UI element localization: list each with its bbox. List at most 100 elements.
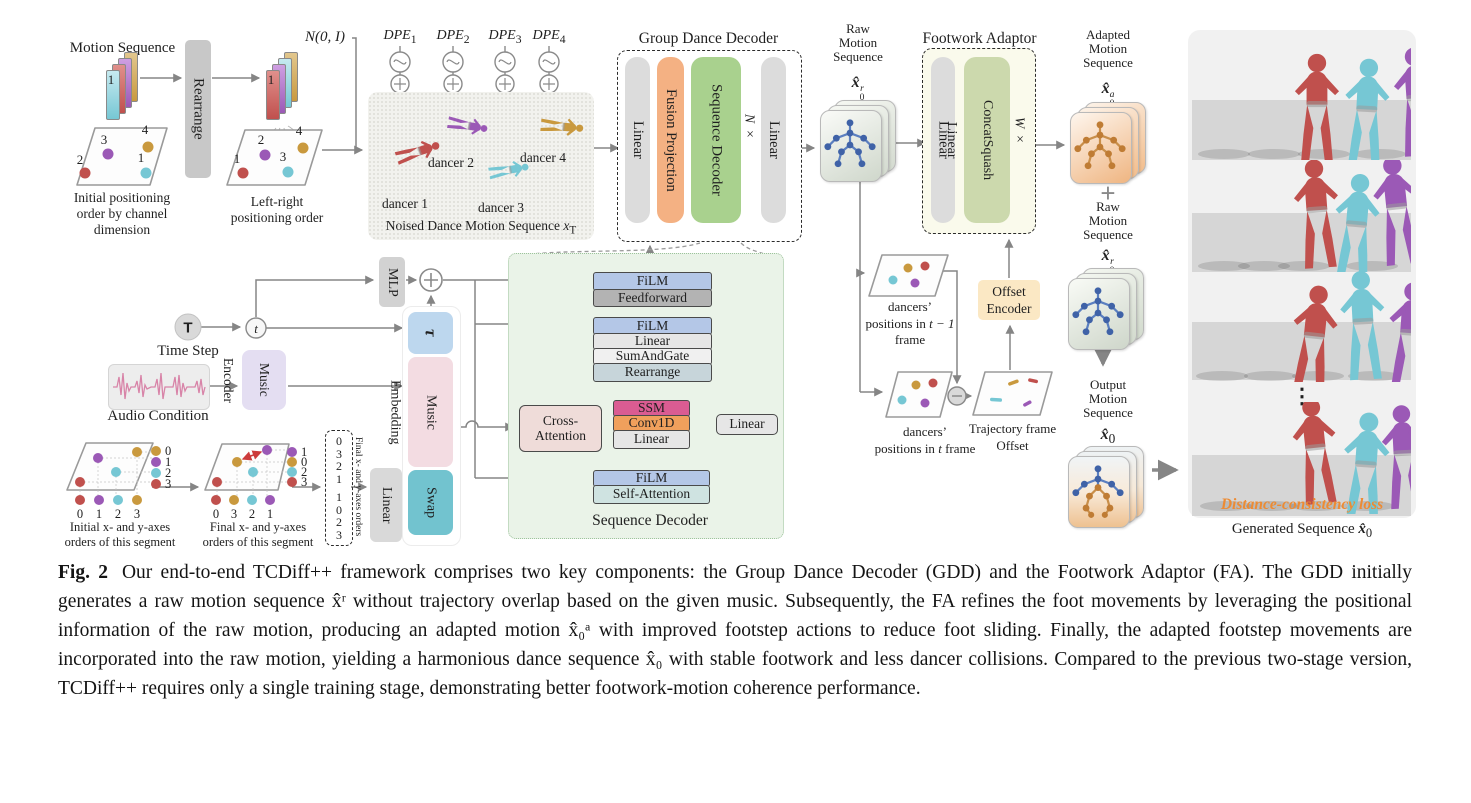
sumandgate-block: SumAndGate bbox=[593, 348, 712, 365]
final-axes-caption: Final x- and y-axes orders of this segmen… bbox=[202, 520, 314, 549]
svg-text:3: 3 bbox=[231, 507, 237, 520]
music-encoder-block: Music Encoder bbox=[221, 350, 286, 410]
floor-band bbox=[1192, 213, 1411, 272]
film-block-1: FiLM bbox=[593, 272, 712, 291]
dancer-row-2 bbox=[1198, 160, 1411, 272]
film-block-2: FiLM bbox=[593, 317, 712, 335]
gdd-linear-out: Linear bbox=[761, 57, 786, 223]
svg-text:4: 4 bbox=[142, 122, 149, 137]
dancer-row-1 bbox=[1198, 48, 1411, 160]
gdd-fusion-projection: Fusion Projection bbox=[657, 57, 684, 223]
output-motion-label: Output Motion Sequence bbox=[1083, 377, 1133, 420]
motion-sequence-label: Motion Sequence bbox=[69, 40, 176, 56]
initial-axes-diagram: 0 1 2 3 0 1 2 3 bbox=[66, 442, 171, 520]
conv1d-block: Conv1D bbox=[613, 415, 690, 432]
output-motion-symbol: x̂0 bbox=[1100, 426, 1116, 447]
figure-number: Fig. 2 bbox=[58, 562, 108, 583]
fa-repeat-label: W × bbox=[1012, 117, 1028, 147]
gdd-linear-in: Linear bbox=[625, 57, 650, 223]
swap-mode-block: SwapMode bbox=[388, 470, 453, 535]
fa-title: Footwork Adaptor bbox=[922, 30, 1037, 47]
gdd-sequence-decoder: Sequence Decoder bbox=[691, 57, 741, 223]
linear-block-mid: Linear bbox=[613, 430, 690, 449]
positions-t-label: dancers’ positions in t frame bbox=[874, 424, 976, 456]
leftright-positioning-diagram: 1 2 3 4 bbox=[226, 123, 323, 186]
gdd-repeat-label: N × bbox=[742, 114, 758, 142]
caption-text: Our end-to-end TCDiff++ framework compri… bbox=[58, 562, 1412, 699]
cross-attention-block: Cross- Attention bbox=[519, 405, 602, 452]
svg-text:t: t bbox=[254, 321, 258, 336]
dancer-label: dancer 4 bbox=[519, 150, 567, 165]
initial-positioning-caption: Initial positioning order by channel dim… bbox=[73, 190, 171, 237]
audio-condition-label: Audio Condition bbox=[107, 408, 209, 424]
svg-text:0: 0 bbox=[77, 507, 83, 520]
svg-text:T: T bbox=[183, 320, 192, 337]
final-axes-diagram: 1 0 2 3 0 3 2 1 bbox=[204, 443, 307, 520]
svg-text:2: 2 bbox=[165, 466, 171, 480]
svg-text:3: 3 bbox=[280, 149, 287, 164]
stack-number: 1 bbox=[107, 72, 115, 87]
fa-linear: Linear bbox=[931, 57, 955, 223]
leftright-positioning-caption: Left-right positioning order bbox=[230, 194, 324, 225]
fa-concatsquash-linear: ConcatSquash Linear bbox=[944, 57, 1010, 223]
raw-motion-label: Raw Motion Sequence bbox=[833, 21, 883, 64]
generated-sequence-caption: Generated Sequence x̂0 bbox=[1231, 521, 1373, 540]
svg-text:2: 2 bbox=[249, 507, 255, 520]
svg-text:2: 2 bbox=[258, 132, 265, 147]
dpe-noise-icons bbox=[389, 46, 560, 94]
dancer-row-3 bbox=[1196, 270, 1411, 382]
dpe-label: DPE4 bbox=[532, 28, 566, 46]
svg-text:0: 0 bbox=[301, 455, 307, 469]
plus-circle-icon bbox=[419, 268, 443, 292]
svg-text:2: 2 bbox=[77, 152, 84, 167]
dpe-label: DPE2 bbox=[436, 28, 470, 46]
trajectory-offset-diagram bbox=[972, 371, 1053, 416]
trajectory-offset-label: Trajectory frame Offset bbox=[968, 421, 1057, 453]
rearrange-block-inner: Rearrange bbox=[593, 363, 712, 382]
dpe-label: DPE3 bbox=[488, 28, 522, 46]
distance-consistency-loss-label: Distance-consistency loss bbox=[1220, 496, 1384, 513]
noised-motion-region bbox=[368, 92, 594, 240]
svg-text:3: 3 bbox=[101, 132, 108, 147]
raw-motion-symbol: x̂ r 0 bbox=[851, 74, 865, 104]
svg-text:3: 3 bbox=[301, 475, 307, 489]
figure-caption: Fig. 2 Our end-to-end TCDiff++ framework … bbox=[58, 558, 1412, 703]
positions-t1-diagram bbox=[868, 254, 949, 297]
music-embedding-block: Music Embedding bbox=[388, 357, 453, 467]
mlp-block: MLP bbox=[379, 257, 405, 307]
svg-text:0: 0 bbox=[165, 444, 171, 458]
gaussian-noise-label: N(0, I) bbox=[305, 29, 345, 45]
initial-positioning-diagram: 2 3 1 4 bbox=[76, 122, 168, 186]
dpe-label: DPE1 bbox=[383, 28, 417, 46]
swap-linear-block: Linear bbox=[370, 468, 402, 542]
svg-text:3: 3 bbox=[165, 477, 171, 491]
rearrange-block: Rearrange bbox=[185, 40, 211, 178]
audio-waveform bbox=[108, 364, 210, 410]
noised-sequence-label: Noised Dance Motion Sequence xT bbox=[385, 218, 577, 237]
raw-motion-label-2: Raw Motion Sequence bbox=[1083, 199, 1133, 242]
offset-encoder-block: Offset Encoder bbox=[978, 280, 1040, 320]
svg-text:0: 0 bbox=[213, 507, 219, 520]
dancer-row-4 bbox=[1200, 402, 1411, 514]
dancer-label: dancer 3 bbox=[477, 200, 525, 215]
gdd-title: Group Dance Decoder bbox=[638, 30, 779, 47]
positions-t-diagram bbox=[885, 371, 953, 418]
plus-sign: + bbox=[1100, 178, 1116, 208]
svg-text:1: 1 bbox=[267, 507, 273, 520]
positions-t1-label: dancers’ positions in t − 1 frame bbox=[865, 299, 955, 347]
svg-text:3: 3 bbox=[134, 507, 140, 520]
swap-orders-label: Final x- and y-axes orders bbox=[353, 437, 363, 537]
svg-text:2: 2 bbox=[301, 465, 307, 479]
svg-text:1: 1 bbox=[234, 151, 241, 166]
sequence-decoder-title: Sequence Decoder bbox=[592, 512, 708, 529]
minus-circle-icon bbox=[947, 386, 967, 406]
svg-text:1: 1 bbox=[165, 455, 171, 469]
tau-block: τ bbox=[408, 312, 453, 354]
svg-text:1: 1 bbox=[301, 445, 307, 459]
svg-text:1: 1 bbox=[138, 150, 145, 165]
dancer-label: dancer 1 bbox=[381, 196, 429, 211]
adapted-motion-label: Adapted Motion Sequence bbox=[1083, 27, 1133, 70]
stack-number: 1 bbox=[267, 72, 275, 87]
